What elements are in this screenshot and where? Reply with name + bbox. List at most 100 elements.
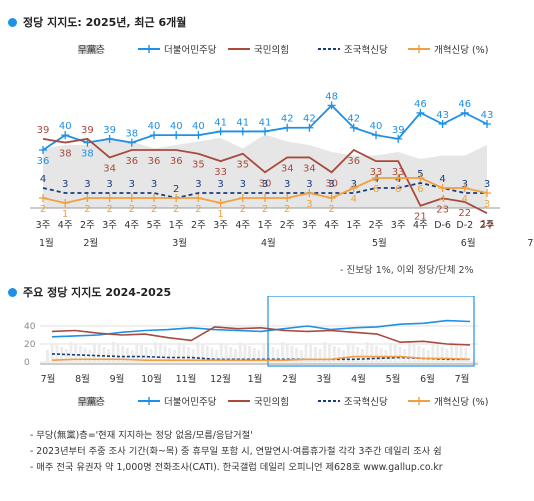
legend-label-3: 조국혁신당 xyxy=(344,397,388,408)
data-label-3: 2 xyxy=(328,204,334,215)
data-label-3: 2 xyxy=(129,204,135,215)
data-label-3: 6 xyxy=(417,184,423,195)
data-label-3: 6 xyxy=(395,184,401,195)
unaffiliated-bar xyxy=(351,345,355,362)
unaffiliated-bar xyxy=(238,342,242,362)
unaffiliated-bar xyxy=(201,344,205,362)
unaffiliated-bar xyxy=(332,346,336,362)
x-tick-label: D-2 xyxy=(456,220,473,231)
data-label-2: 3 xyxy=(151,179,157,190)
data-label-1: 39 xyxy=(81,125,94,136)
unaffiliated-bar xyxy=(375,346,378,362)
data-label-0: 48 xyxy=(325,91,338,102)
series-marker-0 xyxy=(150,131,158,140)
data-label-2: 3 xyxy=(328,179,334,190)
legend-swatch-area xyxy=(78,45,98,54)
unaffiliated-bar xyxy=(64,349,68,362)
legend-label-4: 개혁신당 (%) xyxy=(434,397,488,408)
unaffiliated-bar xyxy=(234,349,237,362)
footer-line-1: - 무당(無黨)층='현재 지지하는 정당 없음/모름/응답거절' xyxy=(30,430,253,441)
unaffiliated-bar xyxy=(337,348,341,362)
unaffiliated-bar xyxy=(276,349,280,362)
x-tick-label: 3주 xyxy=(302,220,317,231)
legend-marker xyxy=(415,397,423,405)
x-month-label: 1월 xyxy=(39,237,54,249)
legend-label-2: 국민의힘 xyxy=(254,45,289,56)
data-label-3: 2 xyxy=(284,204,290,215)
data-label-0: 38 xyxy=(81,149,94,160)
history-month-label: 7월 xyxy=(455,373,470,385)
unaffiliated-bar xyxy=(172,350,176,362)
unaffiliated-bar xyxy=(450,342,454,362)
data-label-3: 2 xyxy=(40,204,46,215)
data-label-2: 4 xyxy=(40,174,46,185)
unaffiliated-bar xyxy=(360,349,364,362)
series-marker-3 xyxy=(127,194,136,202)
series-marker-0 xyxy=(216,127,225,136)
unaffiliated-bar xyxy=(158,344,162,362)
unaffiliated-bar xyxy=(328,344,331,362)
series-marker-0 xyxy=(416,108,425,117)
data-label-2: 3 xyxy=(195,179,201,190)
data-label-3: 2 xyxy=(84,204,90,215)
unaffiliated-bar xyxy=(168,348,172,362)
series-marker-3 xyxy=(305,189,314,197)
section2-header: 주요 정당 지지도 2024-2025 xyxy=(8,284,171,300)
legend-label-0: 무黨층 xyxy=(78,396,105,408)
unaffiliated-bar xyxy=(248,346,252,362)
unaffiliated-bar xyxy=(78,346,82,362)
data-label-1: 34 xyxy=(103,163,116,174)
history-month-label: 4월 xyxy=(351,373,366,385)
data-label-2: 4 xyxy=(439,174,445,185)
data-label-3: 3 xyxy=(484,199,490,210)
series-marker-0 xyxy=(238,127,247,136)
unaffiliated-bar xyxy=(370,344,374,362)
legend-label-4: 개혁신당 (%) xyxy=(434,45,488,56)
data-label-1: 33 xyxy=(370,167,383,178)
history-series-3 xyxy=(51,355,471,361)
unaffiliated-bar xyxy=(356,347,360,362)
data-label-0: 41 xyxy=(214,117,227,128)
data-label-0: 42 xyxy=(347,114,360,125)
legend-label-1: 더불어민주당 xyxy=(164,45,217,56)
data-label-3: 6 xyxy=(373,184,379,195)
footer-notes: - 무당(無黨)층='현재 지지하는 정당 없음/모름/응답거절' - 2023… xyxy=(30,428,443,476)
series-line-1 xyxy=(42,137,488,214)
unaffiliated-bar xyxy=(83,348,87,362)
unaffiliated-bar xyxy=(163,346,167,362)
series-marker-0 xyxy=(372,131,380,140)
data-label-1: 36 xyxy=(148,156,161,167)
series-marker-0 xyxy=(61,131,70,140)
data-label-3: 4 xyxy=(439,194,445,205)
unaffiliated-bar xyxy=(102,347,106,362)
history-month-label: 7월 xyxy=(41,373,56,385)
unaffiliated-bar xyxy=(412,344,416,362)
unaffiliated-bar xyxy=(219,343,223,362)
legend-bottom: 무黨층 더불어민주당 국민의힘 조국혁신당 개혁신당 (%) xyxy=(78,396,488,408)
data-label-3: 2 xyxy=(106,204,112,215)
unaffiliated-bar xyxy=(398,347,402,362)
unaffiliated-bar xyxy=(403,349,407,362)
unaffiliated-bar xyxy=(224,345,228,362)
data-label-1: 36 xyxy=(125,156,138,167)
data-label-0: 43 xyxy=(481,110,494,121)
unaffiliated-bar xyxy=(243,344,247,362)
x-tick-label: 4주 xyxy=(58,220,73,231)
data-label-3: 2 xyxy=(173,204,179,215)
history-month-label: 8월 xyxy=(75,373,90,385)
unaffiliated-bar xyxy=(299,350,303,362)
unaffiliated-bar xyxy=(445,349,449,362)
note-text: - 진보당 1%, 이외 정당/단체 2% xyxy=(340,265,474,276)
x-tick-label: 5주 xyxy=(147,220,162,231)
unaffiliated-bar xyxy=(111,342,115,362)
history-month-label: 11월 xyxy=(176,373,197,385)
series-marker-3 xyxy=(83,194,92,202)
x-tick-label: 4주 xyxy=(124,220,139,231)
unaffiliated-bar xyxy=(290,346,294,362)
unaffiliated-bar xyxy=(50,343,54,362)
data-label-3: 4 xyxy=(462,194,468,205)
data-label-0: 39 xyxy=(392,125,405,136)
unaffiliated-bar xyxy=(464,348,468,362)
section1-title: 정당 지지도: 2025년, 최근 6개월 xyxy=(23,16,187,29)
data-label-3: 1 xyxy=(62,209,68,220)
